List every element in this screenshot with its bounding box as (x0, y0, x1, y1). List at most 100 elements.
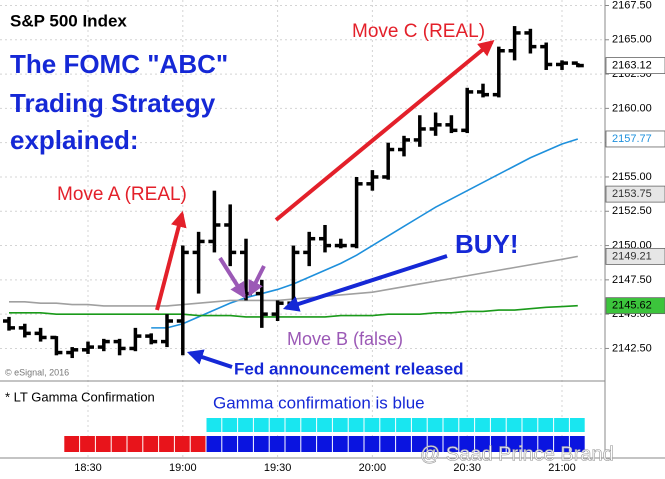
price-marker-label: 2157.77 (612, 133, 652, 145)
y-tick-label: 2142.50 (612, 342, 652, 354)
gamma-cell (206, 418, 222, 432)
arrow (186, 349, 233, 369)
gamma-cell (459, 418, 475, 432)
price-marker (605, 185, 665, 203)
price-marker-label: 2153.75 (612, 188, 652, 200)
annotation: Move B (false) (287, 329, 403, 349)
panel-title: * LT Gamma Confirmation (5, 389, 155, 404)
y-tick-label: 2160.00 (612, 102, 652, 114)
y-axis: 2142.502145.002147.502150.002152.502155.… (605, 0, 665, 354)
x-tick-label: 18:30 (74, 462, 102, 474)
gamma-cell (317, 418, 332, 432)
headline: Trading Strategy (10, 88, 216, 118)
y-tick-label: 2165.00 (612, 34, 652, 46)
gamma-cell (522, 418, 538, 432)
price-marker (605, 130, 665, 148)
annotation: BUY! (455, 229, 519, 259)
headline: The FOMC "ABC" (10, 49, 228, 79)
gamma-cell (301, 418, 317, 432)
gamma-cell (332, 418, 348, 432)
gamma-cell (285, 436, 301, 452)
price-bars (3, 26, 584, 359)
panel-note: Gamma confirmation is blue (213, 393, 425, 412)
gamma-cell (554, 436, 569, 452)
gamma-cell (522, 436, 538, 452)
gamma-cell (332, 436, 348, 452)
x-tick-label: 19:00 (169, 462, 197, 474)
x-axis: 18:30 19:00 19:30 20:00 20:30 21:00 (74, 462, 576, 474)
gamma-cell (238, 436, 253, 452)
gamma-cell (174, 436, 190, 452)
gamma-cell (222, 418, 238, 432)
gamma-cell (411, 418, 427, 432)
gamma-cell (554, 418, 569, 432)
gamma-cell (364, 418, 380, 432)
gamma-cell (64, 436, 80, 452)
gamma-cell (459, 436, 475, 452)
gamma-cell (538, 418, 554, 432)
gamma-cell (269, 418, 285, 432)
gamma-cell (269, 436, 285, 452)
y-tick-label: 2155.00 (612, 171, 652, 183)
gamma-cell (159, 436, 174, 452)
credit: © eSignal, 2016 (5, 367, 69, 377)
y-tick-label: 2152.50 (612, 205, 652, 217)
gamma-cell (396, 436, 411, 452)
price-marker (605, 247, 665, 265)
x-tick-label: 19:30 (264, 462, 292, 474)
gamma-cell (506, 418, 522, 432)
gamma-cell (443, 418, 459, 432)
gamma-cell (206, 436, 222, 452)
gamma-cell (475, 436, 490, 452)
gamma-cell (380, 436, 396, 452)
gamma-cell (396, 418, 411, 432)
gamma-cell (411, 436, 427, 452)
gamma-cell (80, 436, 95, 452)
gamma-cell (238, 418, 253, 432)
gamma-cell (490, 436, 506, 452)
gamma-cell (95, 436, 111, 452)
gamma-cell (127, 436, 143, 452)
arrow (274, 39, 495, 222)
gamma-cell (569, 436, 585, 452)
price-marker-label: 2149.21 (612, 250, 652, 262)
gamma-cell (490, 418, 506, 432)
gamma-cell (253, 418, 269, 432)
arrow (155, 210, 187, 311)
gamma-cell (427, 418, 443, 432)
moving-average (9, 304, 578, 318)
gamma-cell (538, 436, 554, 452)
arrow (218, 256, 246, 299)
annotation: Move C (REAL) (352, 21, 485, 42)
gamma-cell (427, 436, 443, 452)
y-tick-label: 2167.50 (612, 0, 652, 11)
gamma-cell (317, 436, 332, 452)
gamma-cell (143, 436, 159, 452)
moving-average (151, 138, 579, 329)
gamma-cell (190, 436, 206, 452)
gamma-cell (253, 436, 269, 452)
arrow (282, 254, 448, 312)
chart-title: S&P 500 Index (10, 11, 127, 30)
gamma-cell (380, 418, 396, 432)
annotation: Move A (REAL) (57, 184, 187, 205)
gamma-cell (569, 418, 585, 432)
gamma-panel (64, 418, 585, 452)
arrow (248, 265, 266, 297)
x-tick-label: 21:00 (548, 462, 576, 474)
gamma-cell (285, 418, 301, 432)
watermark: @ Saad Prince Brand (420, 443, 614, 465)
price-marker (605, 57, 665, 74)
x-tick-label: 20:00 (359, 462, 387, 474)
x-tick-label: 20:30 (453, 462, 481, 474)
price-marker-label: 2163.12 (612, 59, 652, 71)
gamma-cell (348, 436, 364, 452)
gamma-cell (111, 436, 127, 452)
annotation: Fed announcement released (234, 359, 464, 378)
y-tick-label: 2147.50 (612, 274, 652, 286)
gamma-cell (506, 436, 522, 452)
headline: explained: (10, 125, 139, 155)
gamma-cell (222, 436, 238, 452)
